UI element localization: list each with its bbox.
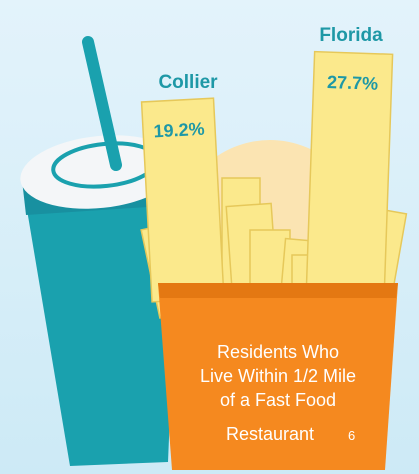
footnote: 6	[348, 428, 355, 443]
category-label: Florida	[319, 25, 383, 46]
category-label: Collier	[158, 72, 218, 93]
data-fries: 19.2% Collier 27.7% Florida	[140, 25, 394, 303]
title-line: Restaurant	[226, 424, 314, 444]
title-line: Residents Who	[217, 342, 339, 362]
value-label: 19.2%	[153, 119, 205, 142]
box-title: Residents Who Live Within 1/2 Mile of a …	[200, 342, 356, 444]
fry-box	[158, 283, 398, 470]
fry-group: 27.7%	[305, 50, 394, 303]
fry-group: 19.2%	[140, 97, 225, 303]
title-line: of a Fast Food	[220, 390, 336, 410]
cup	[20, 36, 180, 466]
title-line: Live Within 1/2 Mile	[200, 366, 356, 386]
value-label: 27.7%	[327, 72, 379, 94]
